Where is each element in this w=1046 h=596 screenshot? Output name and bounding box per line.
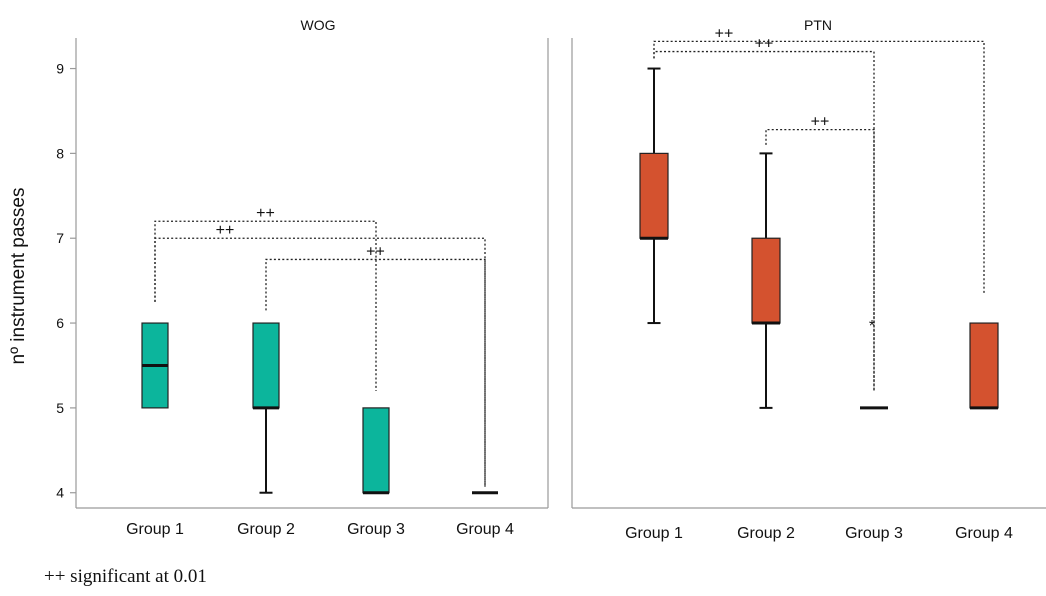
box-group-2 [252,322,280,494]
box-iqr [639,152,669,239]
x-tick-label: Group 1 [625,525,683,542]
significance-footnote: ++ significant at 0.01 [44,566,207,587]
box-iqr [252,322,280,409]
significance-label: ++ [811,114,830,131]
panel-ptn: PTN Group 1 Group 2 Group 3 Group 4 * ++ ++ ++ [572,17,1046,542]
x-tick-label: Group 2 [737,525,795,542]
significance-bracket [154,220,377,391]
panel-title: PTN [804,17,832,33]
significance-label: ++ [216,222,235,239]
significance-bracket [653,40,985,294]
significance-label: ++ [366,243,385,260]
outlier-marker: * [869,318,875,335]
significance-bracket [765,128,875,391]
box-group-3 [362,407,390,495]
significance-label: ++ [755,36,774,53]
x-tick-label: Group 3 [347,521,405,538]
box-group-2 [751,152,781,409]
x-tick-label: Group 4 [955,525,1013,542]
y-tick-label: 7 [56,230,64,246]
y-tick-label: 5 [56,400,64,416]
y-tick-label: 6 [56,315,64,331]
x-tick-label: Group 3 [845,525,903,542]
box-group-1 [639,67,669,325]
plot-area: 4 5 6 7 8 9 WOG Group 1 Group 2 Group 3 Group 4 ++ +… [56,17,1046,542]
x-tick-label: Group 4 [456,521,514,538]
significance-bracket [154,237,486,487]
y-tick-label: 9 [56,61,64,77]
significance-bracket [653,50,875,391]
panel-title: WOG [301,17,336,33]
significance-bracket [265,258,486,487]
box-iqr [751,237,781,324]
box-iqr [362,407,390,494]
box-group-4 [969,322,999,410]
panel-wog: WOG Group 1 Group 2 Group 3 Group 4 ++ ++ ++ [76,17,573,538]
x-tick-label: Group 1 [126,521,184,538]
significance-label: ++ [715,25,734,42]
box-group-1 [141,322,169,409]
x-tick-label: Group 2 [237,521,295,538]
y-tick-label: 4 [56,485,64,501]
box-iqr [969,322,999,409]
y-tick-label: 8 [56,145,64,161]
significance-label: ++ [256,205,275,222]
y-axis-label: nº instrument passes [8,188,29,365]
